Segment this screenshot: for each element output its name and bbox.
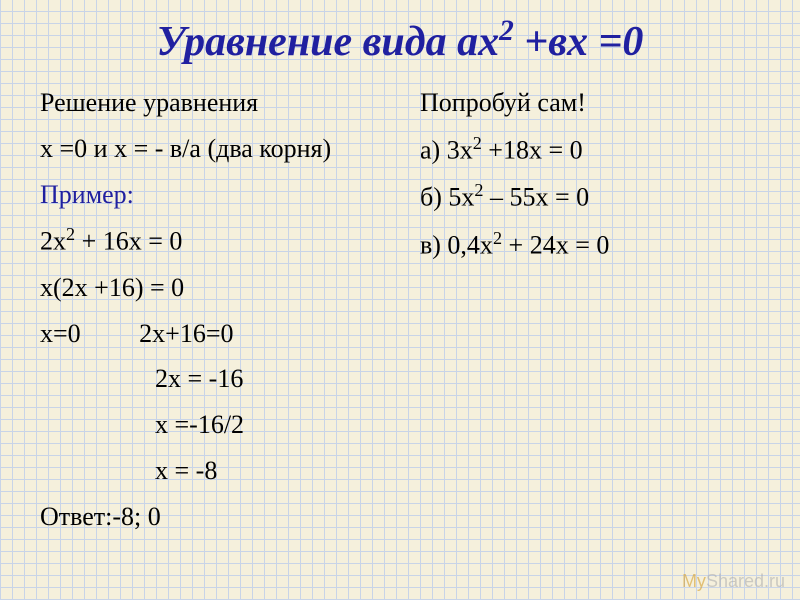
answer: Ответ:-8; 0 [40, 500, 380, 534]
exercise-a: а) 3х2 +18х = 0 [420, 132, 760, 167]
split-roots: х=0 2х+16=0 [40, 317, 380, 351]
title-text-2: +вх =0 [514, 19, 644, 65]
exercise-b: б) 5х2 – 55х = 0 [420, 179, 760, 214]
slide-title: Уравнение вида ах2 +вх =0 [40, 15, 760, 66]
step-1: 2х = -16 [40, 362, 380, 396]
ex-a-p2: +18х = 0 [482, 135, 583, 164]
roots-formula: х =0 и х = - в/а (два корня) [40, 132, 380, 166]
solution-heading: Решение уравнения [40, 86, 380, 120]
ex-b-p2: – 55х = 0 [483, 183, 589, 212]
step-3: х = -8 [40, 454, 380, 488]
factored-form: х(2х +16) = 0 [40, 271, 380, 305]
watermark-rest: Shared.ru [706, 571, 785, 591]
ex-c-sup: 2 [493, 228, 502, 248]
eq-part2: + 16х = 0 [75, 227, 182, 256]
try-yourself: Попробуй сам! [420, 86, 760, 120]
root1: х=0 [40, 319, 81, 348]
root2-eq: 2х+16=0 [139, 319, 233, 348]
content-columns: Решение уравнения х =0 и х = - в/а (два … [40, 86, 760, 546]
slide-container: Уравнение вида ах2 +вх =0 Решение уравне… [0, 0, 800, 561]
right-column: Попробуй сам! а) 3х2 +18х = 0 б) 5х2 – 5… [420, 86, 760, 546]
ex-a-sup: 2 [473, 133, 482, 153]
title-text-1: Уравнение вида ах [157, 19, 500, 65]
ex-c-p2: + 24х = 0 [502, 230, 609, 259]
ex-b-p1: б) 5х [420, 183, 474, 212]
eq-part1: 2х [40, 227, 66, 256]
ex-a-p1: а) 3х [420, 135, 473, 164]
watermark: MyShared.ru [682, 571, 785, 592]
eq-sup: 2 [66, 224, 75, 244]
ex-c-p1: в) 0,4х [420, 230, 493, 259]
watermark-my: My [682, 571, 706, 591]
example-equation: 2х2 + 16х = 0 [40, 223, 380, 258]
title-sup: 2 [499, 15, 514, 47]
example-label: Пример: [40, 178, 380, 212]
step-2: х =-16/2 [40, 408, 380, 442]
exercise-c: в) 0,4х2 + 24х = 0 [420, 227, 760, 262]
left-column: Решение уравнения х =0 и х = - в/а (два … [40, 86, 380, 546]
